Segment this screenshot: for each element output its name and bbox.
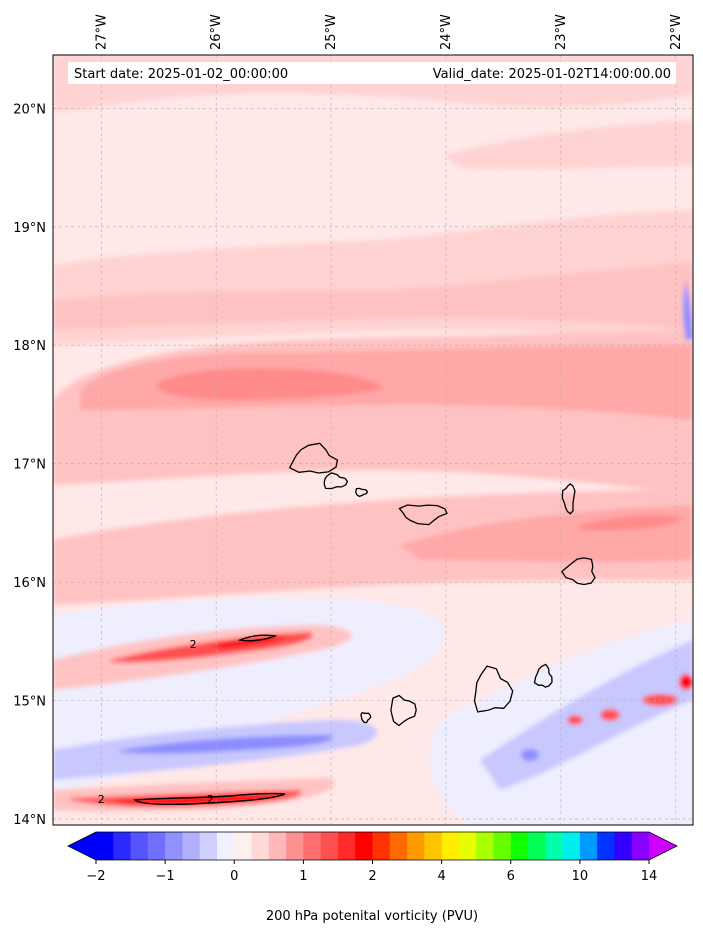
colorbar-segment — [216, 832, 235, 860]
colorbar-title: 200 hPa potenital vorticity (PVU) — [266, 909, 478, 924]
lat-tick-label: 20°N — [13, 102, 46, 117]
colorbar-segment — [130, 832, 149, 860]
lat-tick-label: 19°N — [13, 221, 46, 236]
colorbar-extend-high — [649, 832, 677, 860]
contour-labels: 2 2 2 — [98, 638, 214, 806]
coastlines — [288, 442, 596, 727]
date-annotation-box — [68, 62, 676, 84]
colorbar-tick-label: −1 — [156, 869, 175, 884]
colorbar-tick-label: 4 — [437, 869, 445, 884]
lat-tick-label: 17°N — [13, 458, 46, 473]
lon-tick-label: 25°W — [324, 14, 339, 50]
colorbar-segment — [562, 832, 581, 860]
blue-strong-south — [120, 735, 333, 754]
colorbar-segment — [251, 832, 270, 860]
colorbar-extend-low — [68, 832, 96, 860]
colorbar-segment — [545, 832, 564, 860]
colorbar-tick-label: 6 — [507, 869, 515, 884]
lat-tick-label: 18°N — [13, 339, 46, 354]
lon-tick-label: 22°W — [669, 14, 684, 50]
colorbar-segment — [441, 832, 460, 860]
colorbar-segment — [113, 832, 132, 860]
band-center-core — [155, 368, 385, 400]
lat-tick-label: 15°N — [13, 695, 46, 710]
start-date-text: Start date: 2025-01-02_00:00:00 — [74, 67, 288, 82]
colorbar-segment — [199, 832, 218, 860]
lon-tick-label: 26°W — [209, 14, 224, 50]
colorbar-segment — [493, 832, 512, 860]
colorbar-segment — [337, 832, 356, 860]
colorbar-segment — [389, 832, 408, 860]
island-outline — [473, 665, 514, 713]
colorbar-segment — [614, 832, 633, 860]
colorbar-segment — [510, 832, 529, 860]
colorbar-segment — [268, 832, 287, 860]
colorbar: −2 −1 0 1 2 4 6 10 14 — [67, 831, 678, 884]
colorbar-segment — [165, 832, 184, 860]
colorbar-tick-label: 0 — [230, 869, 238, 884]
map-frame — [52, 54, 694, 826]
colorbar-segment — [286, 832, 304, 860]
band-upper-mid — [53, 262, 693, 330]
colorbar-segment — [303, 832, 322, 860]
valid-date-text: Valid_date: 2025-01-02T14:00:00.00 — [433, 67, 671, 82]
pv-field: 2 2 2 — [53, 55, 693, 825]
colorbar-segment — [182, 832, 201, 860]
contour-2-lower — [133, 792, 286, 806]
colorbar-segment — [579, 832, 598, 860]
band-center-strong — [80, 345, 693, 420]
colorbar-segment — [147, 832, 166, 860]
island-outline — [561, 483, 576, 515]
longitude-tick-labels: 27°W 26°W 25°W 24°W 23°W 22°W — [94, 14, 684, 50]
gridlines — [53, 55, 693, 825]
island-outline — [561, 557, 596, 586]
colorbar-segment — [458, 832, 477, 860]
colorbar-tick-label: 14 — [641, 869, 658, 884]
island-outline — [323, 472, 349, 490]
island-outline — [390, 694, 417, 727]
lon-tick-label: 24°W — [439, 14, 454, 50]
lon-tick-label: 23°W — [554, 14, 569, 50]
contour-label: 2 — [98, 793, 105, 806]
island-outline — [398, 504, 448, 526]
blue-blob-1 — [521, 749, 539, 761]
red-blob-3 — [567, 715, 583, 725]
colorbar-tick-label: 10 — [572, 869, 589, 884]
colorbar-segment — [372, 832, 391, 860]
blue-strong-east — [683, 280, 693, 340]
contour-2-upper — [237, 634, 278, 642]
colorbar-segment — [528, 832, 546, 860]
colorbar-segment — [320, 832, 339, 860]
lat-tick-label: 14°N — [13, 813, 46, 828]
colorbar-segment — [597, 832, 616, 860]
band-north-2 — [445, 120, 693, 169]
colorbar-segment — [96, 832, 114, 860]
colorbar-segment — [631, 832, 650, 860]
band-south-core — [580, 514, 683, 531]
colorbar-segment — [476, 832, 495, 860]
colorbar-tick-label: 1 — [299, 869, 307, 884]
contour-label: 2 — [190, 638, 197, 651]
colorbar-segment — [407, 832, 425, 860]
contour-label: 2 — [207, 793, 214, 806]
colorbar-segment — [355, 832, 374, 860]
red-jet-lower-core — [115, 793, 285, 806]
colorbar-tick-label: −2 — [86, 869, 105, 884]
island-outline — [533, 663, 553, 688]
colorbar-segment — [234, 832, 253, 860]
contour-lines — [133, 634, 286, 806]
island-outline — [360, 711, 372, 724]
island-outline — [288, 442, 339, 474]
latitude-tick-labels: 20°N 19°N 18°N 17°N 16°N 15°N 14°N — [13, 102, 46, 828]
lon-tick-label: 27°W — [94, 14, 109, 50]
lat-tick-label: 16°N — [13, 576, 46, 591]
colorbar-segment — [424, 832, 443, 860]
red-blob-4 — [679, 674, 693, 690]
red-blob-1 — [642, 694, 678, 706]
colorbar-tick-label: 2 — [368, 869, 376, 884]
island-outline — [355, 487, 369, 498]
red-blob-2 — [600, 709, 620, 721]
